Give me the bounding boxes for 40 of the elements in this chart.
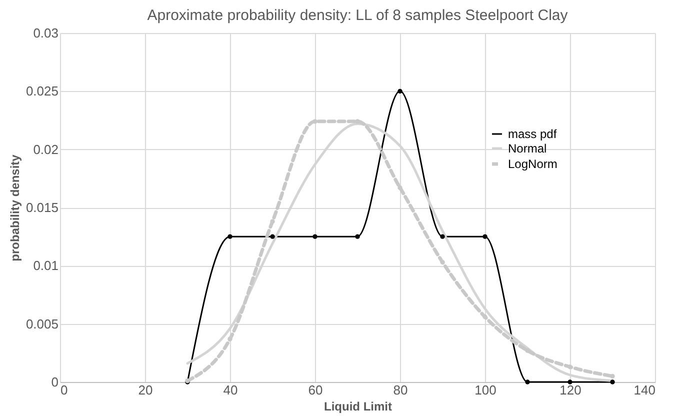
point	[525, 348, 530, 353]
point	[610, 374, 615, 379]
x-tick-label: 100	[474, 382, 496, 398]
point	[228, 336, 232, 342]
legend-label: mass pdf	[508, 127, 558, 141]
point	[228, 234, 232, 239]
y-tick-label: 0.01	[33, 258, 58, 274]
point	[355, 119, 360, 124]
point	[398, 185, 402, 190]
x-tick-label: 0	[60, 382, 68, 398]
x-tick-label: 120	[560, 382, 582, 398]
point	[482, 314, 488, 320]
point	[312, 119, 318, 124]
point	[610, 380, 615, 384]
x-tick-label: 40	[223, 382, 238, 398]
point	[355, 234, 360, 239]
x-tick-label: 80	[393, 382, 408, 398]
x-tick-label: 20	[138, 382, 153, 398]
point	[312, 234, 318, 239]
point	[568, 380, 572, 384]
legend-label: Normal	[508, 142, 547, 156]
point	[270, 234, 275, 239]
point	[568, 364, 572, 370]
x-axis-title: Liquid Limit	[324, 400, 392, 414]
y-tick-label: 0.02	[33, 142, 58, 157]
y-tick-label: 0.005	[26, 316, 58, 332]
y-axis-title: probability density	[8, 154, 22, 262]
y-tick-label: 0.03	[33, 26, 58, 40]
chart-title: Aproximate probability density: LL of 8 samples Steelpoort Clay	[147, 7, 568, 24]
point	[440, 234, 445, 239]
point	[482, 234, 488, 239]
y-tick-label: 0.025	[26, 84, 58, 99]
point	[398, 88, 402, 94]
point	[440, 260, 445, 265]
legend-label: LogNorm	[508, 157, 558, 171]
x-tick-label: 60	[308, 382, 323, 398]
y-tick-label: 0.015	[26, 200, 58, 215]
point	[270, 219, 275, 224]
x-tick-label: 140	[634, 382, 656, 398]
point	[525, 380, 530, 384]
